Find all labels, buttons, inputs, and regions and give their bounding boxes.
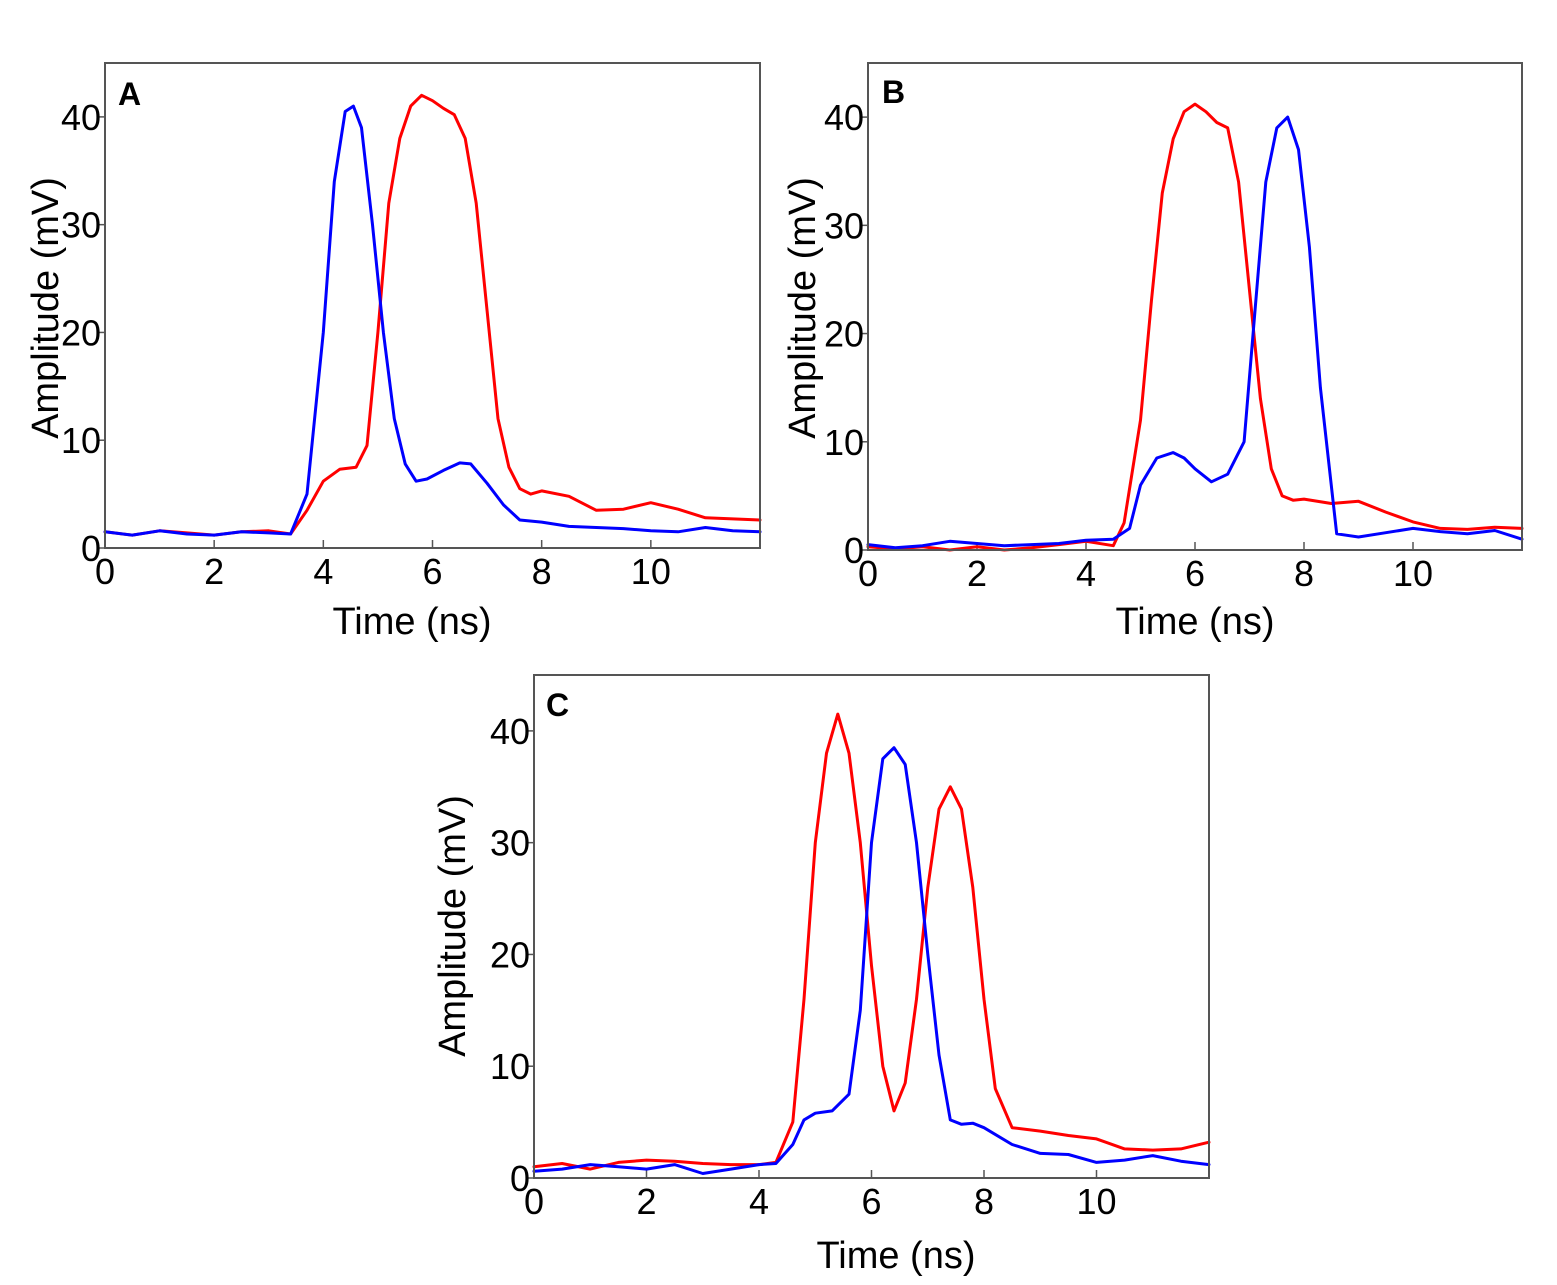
x-tick-label-a: 4 bbox=[313, 551, 333, 592]
x-axis-title-c: Time (ns) bbox=[816, 1235, 975, 1277]
series-line-blue-a bbox=[103, 104, 762, 537]
y-tick-label-a: 20 bbox=[61, 312, 101, 353]
x-tick-label-a: 0 bbox=[95, 551, 115, 592]
x-tick-label-b: 0 bbox=[858, 553, 878, 594]
chart-svg-a: 0 2 4 6 8 10 0 10 20 30 40 A Time (ns) Amplitude (… bbox=[25, 62, 762, 643]
x-tick-label-c: 6 bbox=[861, 1181, 881, 1222]
axis-ticks-a: 0 2 4 6 8 10 0 10 20 30 40 bbox=[61, 97, 671, 592]
axis-ticks-c: 0 2 4 6 8 10 0 10 20 30 40 bbox=[490, 711, 1117, 1222]
series-group-b bbox=[866, 102, 1524, 552]
y-tick-label-b: 0 bbox=[844, 530, 864, 571]
x-tick-label-c: 2 bbox=[636, 1181, 656, 1222]
y-tick-label-b: 10 bbox=[824, 422, 864, 463]
plot-frame-b bbox=[867, 62, 1523, 551]
x-axis-title-a: Time (ns) bbox=[332, 601, 491, 643]
y-axis-title-c: Amplitude (mV) bbox=[432, 795, 474, 1057]
y-tick-label-c: 0 bbox=[510, 1158, 530, 1199]
x-tick-label-a: 8 bbox=[532, 551, 552, 592]
series-line-red-a bbox=[103, 93, 762, 537]
x-tick-label-c: 4 bbox=[749, 1181, 769, 1222]
series-line-blue-b bbox=[866, 115, 1524, 550]
chart-panel-a: 0 2 4 6 8 10 0 10 20 30 40 A Time (ns) Amplitude (… bbox=[0, 0, 780, 650]
y-tick-label-c: 40 bbox=[490, 711, 530, 752]
y-tick-label-c: 20 bbox=[490, 934, 530, 975]
y-tick-label-b: 20 bbox=[824, 314, 864, 355]
plot-frame-c bbox=[533, 674, 1210, 1179]
plot-frame-a bbox=[104, 62, 761, 549]
series-line-red-c bbox=[532, 712, 1211, 1171]
chart-panel-c: 0 2 4 6 8 10 0 10 20 30 40 C Time (ns) Amplitude (… bbox=[410, 640, 1220, 1280]
panel-label-a: A bbox=[118, 76, 141, 112]
series-line-blue-c bbox=[532, 746, 1211, 1175]
x-tick-label-a: 2 bbox=[204, 551, 224, 592]
chart-svg-c: 0 2 4 6 8 10 0 10 20 30 40 C Time (ns) Amplitude (… bbox=[432, 674, 1211, 1277]
chart-panel-b: 0 2 4 6 8 10 0 10 20 30 40 B Time (ns) Amplitude (… bbox=[760, 0, 1550, 650]
y-tick-label-a: 10 bbox=[61, 420, 101, 461]
chart-svg-b: 0 2 4 6 8 10 0 10 20 30 40 B Time (ns) Amplitude (… bbox=[782, 62, 1524, 643]
y-tick-label-b: 40 bbox=[824, 97, 864, 138]
y-axis-title-b: Amplitude (mV) bbox=[782, 177, 824, 439]
x-tick-label-b: 8 bbox=[1294, 553, 1314, 594]
series-group-a bbox=[103, 93, 762, 537]
y-tick-label-a: 0 bbox=[81, 528, 101, 569]
x-tick-label-a: 10 bbox=[631, 551, 671, 592]
panel-label-c: C bbox=[546, 687, 569, 723]
x-tick-label-c: 8 bbox=[974, 1181, 994, 1222]
x-tick-label-a: 6 bbox=[422, 551, 442, 592]
y-tick-label-c: 30 bbox=[490, 823, 530, 864]
series-line-red-b bbox=[866, 102, 1524, 552]
y-tick-label-a: 40 bbox=[61, 97, 101, 138]
x-axis-title-b: Time (ns) bbox=[1115, 601, 1274, 643]
x-tick-label-b: 10 bbox=[1393, 553, 1433, 594]
y-tick-label-c: 10 bbox=[490, 1046, 530, 1087]
axis-ticks-b: 0 2 4 6 8 10 0 10 20 30 40 bbox=[824, 97, 1433, 594]
x-tick-label-c: 0 bbox=[524, 1181, 544, 1222]
x-tick-label-b: 2 bbox=[967, 553, 987, 594]
panel-label-b: B bbox=[882, 74, 905, 110]
y-tick-label-a: 30 bbox=[61, 205, 101, 246]
y-axis-title-a: Amplitude (mV) bbox=[25, 177, 67, 439]
x-tick-label-b: 6 bbox=[1185, 553, 1205, 594]
y-tick-label-b: 30 bbox=[824, 205, 864, 246]
series-group-c bbox=[532, 712, 1211, 1175]
x-tick-label-c: 10 bbox=[1076, 1181, 1116, 1222]
x-tick-label-b: 4 bbox=[1076, 553, 1096, 594]
